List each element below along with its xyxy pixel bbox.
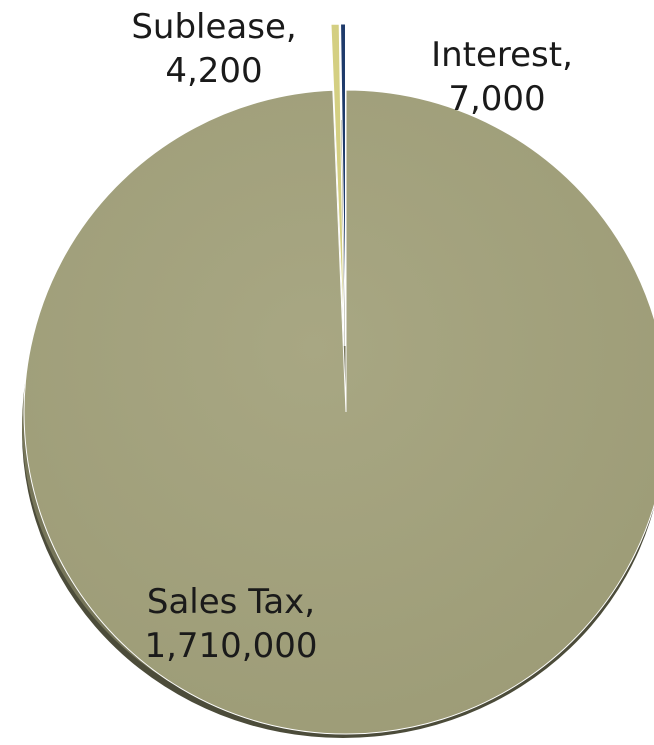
pie-slices bbox=[23, 23, 654, 735]
label-sublease-value: 4,200 bbox=[165, 51, 262, 91]
label-interest-name: Interest, bbox=[431, 35, 573, 75]
slice-sales-tax bbox=[23, 89, 654, 735]
slice-sublease bbox=[340, 23, 346, 347]
label-sales-tax-name: Sales Tax, bbox=[147, 582, 315, 622]
label-sublease-name: Sublease, bbox=[131, 7, 296, 47]
label-interest-value: 7,000 bbox=[448, 79, 545, 119]
slice-interest bbox=[330, 23, 345, 347]
label-sales-tax-value: 1,710,000 bbox=[144, 626, 317, 666]
